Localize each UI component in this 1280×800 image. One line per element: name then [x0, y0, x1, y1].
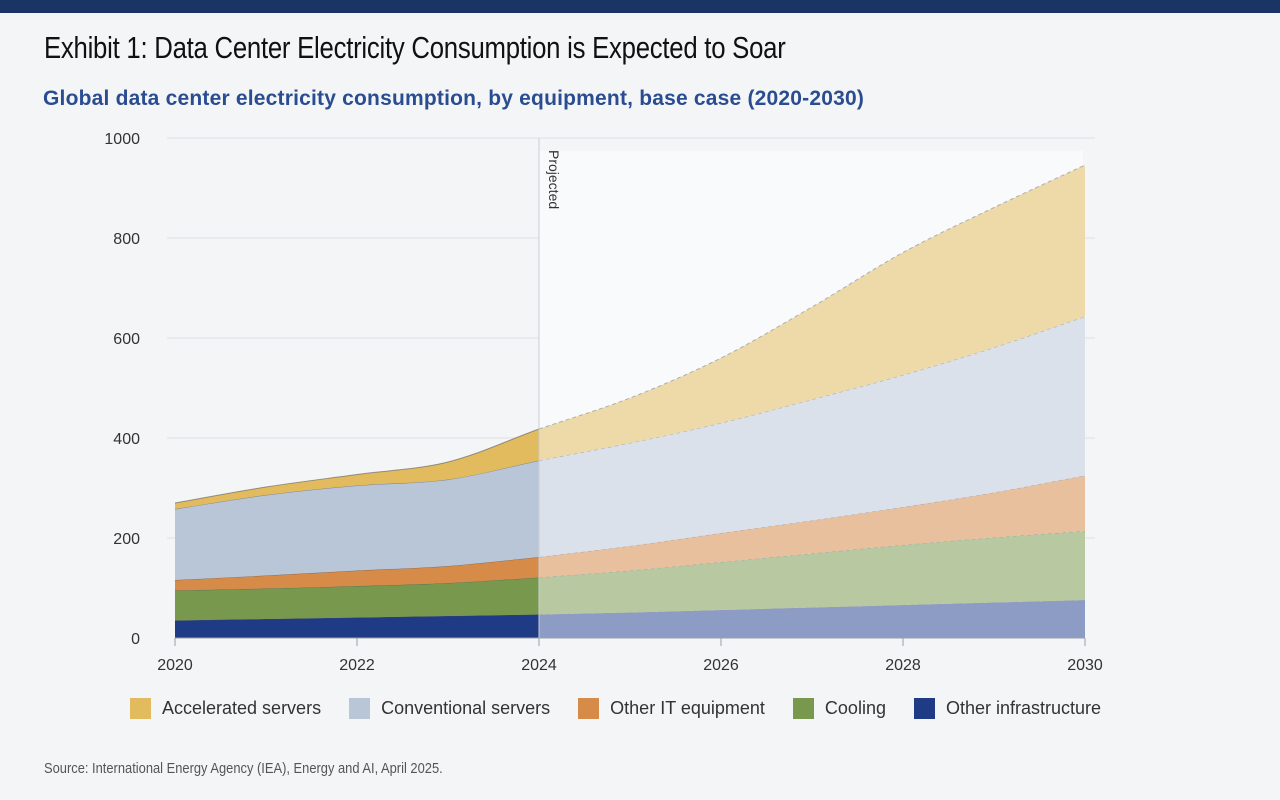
- header-bar: [0, 0, 1280, 13]
- y-tick-label: 600: [113, 331, 140, 348]
- stacked-area-chart: 0 200 400 600 800 1000 2020 2022 2024 2026 2028 203…: [104, 131, 1102, 674]
- area-conventional-servers-projected: [539, 316, 1085, 557]
- legend-swatch: [130, 698, 151, 719]
- area-accelerated-servers-projected: [539, 165, 1085, 461]
- axes: 0 200 400 600 800 1000 2020 2022 2024 2026 2028 203…: [104, 131, 1102, 674]
- x-tick-label: 2024: [521, 657, 557, 674]
- area-cooling-projected: [539, 531, 1085, 615]
- area-other-it-equipment-historical: [175, 557, 539, 591]
- y-tick-label: 0: [131, 631, 140, 648]
- x-tick-label: 2030: [1067, 657, 1103, 674]
- legend-swatch: [792, 698, 814, 719]
- projection-label: Projected: [546, 150, 562, 209]
- chart-legend: Accelerated servers Conventional servers O…: [130, 698, 1129, 719]
- x-tick-label: 2028: [885, 657, 921, 674]
- legend-label: Accelerated servers: [162, 698, 322, 718]
- y-tick-label: 400: [113, 431, 140, 448]
- y-tick-label: 1000: [104, 131, 140, 148]
- edge-accelerated-servers-historical: [174, 428, 540, 504]
- y-tick-label: 200: [113, 531, 140, 548]
- annotations: Projected: [538, 138, 562, 638]
- area-conventional-servers-historical: [175, 460, 539, 580]
- source-note: Source: International Energy Agency (IEA…: [44, 760, 443, 777]
- y-tick-label: 800: [113, 231, 140, 248]
- legend-label: Conventional servers: [381, 698, 551, 718]
- legend-swatch: [578, 698, 600, 719]
- chart-subtitle: Global data center electricity consumpti…: [43, 87, 865, 110]
- area-series: [174, 164, 1086, 638]
- x-tick-label: 2020: [157, 657, 193, 674]
- legend-label: Other infrastructure: [945, 698, 1102, 718]
- legend-swatch: [913, 698, 935, 719]
- area-other-it-equipment-projected: [539, 475, 1085, 578]
- x-tick-label: 2022: [339, 657, 375, 674]
- legend-label: Other IT equipment: [610, 698, 765, 718]
- legend-item-other-infrastructure: Other infrastructure: [913, 698, 1102, 719]
- legend-item-accelerated-servers: Accelerated servers: [130, 698, 321, 719]
- area-cooling-historical: [175, 577, 539, 621]
- chart-title: Exhibit 1: Data Center Electricity Consu…: [44, 30, 786, 65]
- area-other-infrastructure-historical: [175, 614, 539, 638]
- area-accelerated-servers-historical: [175, 429, 539, 509]
- edge-accelerated-servers-projected: [538, 164, 1086, 430]
- legend-item-conventional-servers: Conventional servers: [349, 698, 550, 719]
- legend-item-other-it-equipment: Other IT equipment: [578, 698, 765, 719]
- area-other-infrastructure-projected: [539, 600, 1085, 638]
- legend-label: Cooling: [824, 698, 886, 718]
- legend-swatch: [349, 698, 371, 719]
- x-tick-label: 2026: [703, 657, 739, 674]
- legend-item-cooling: Cooling: [792, 698, 886, 719]
